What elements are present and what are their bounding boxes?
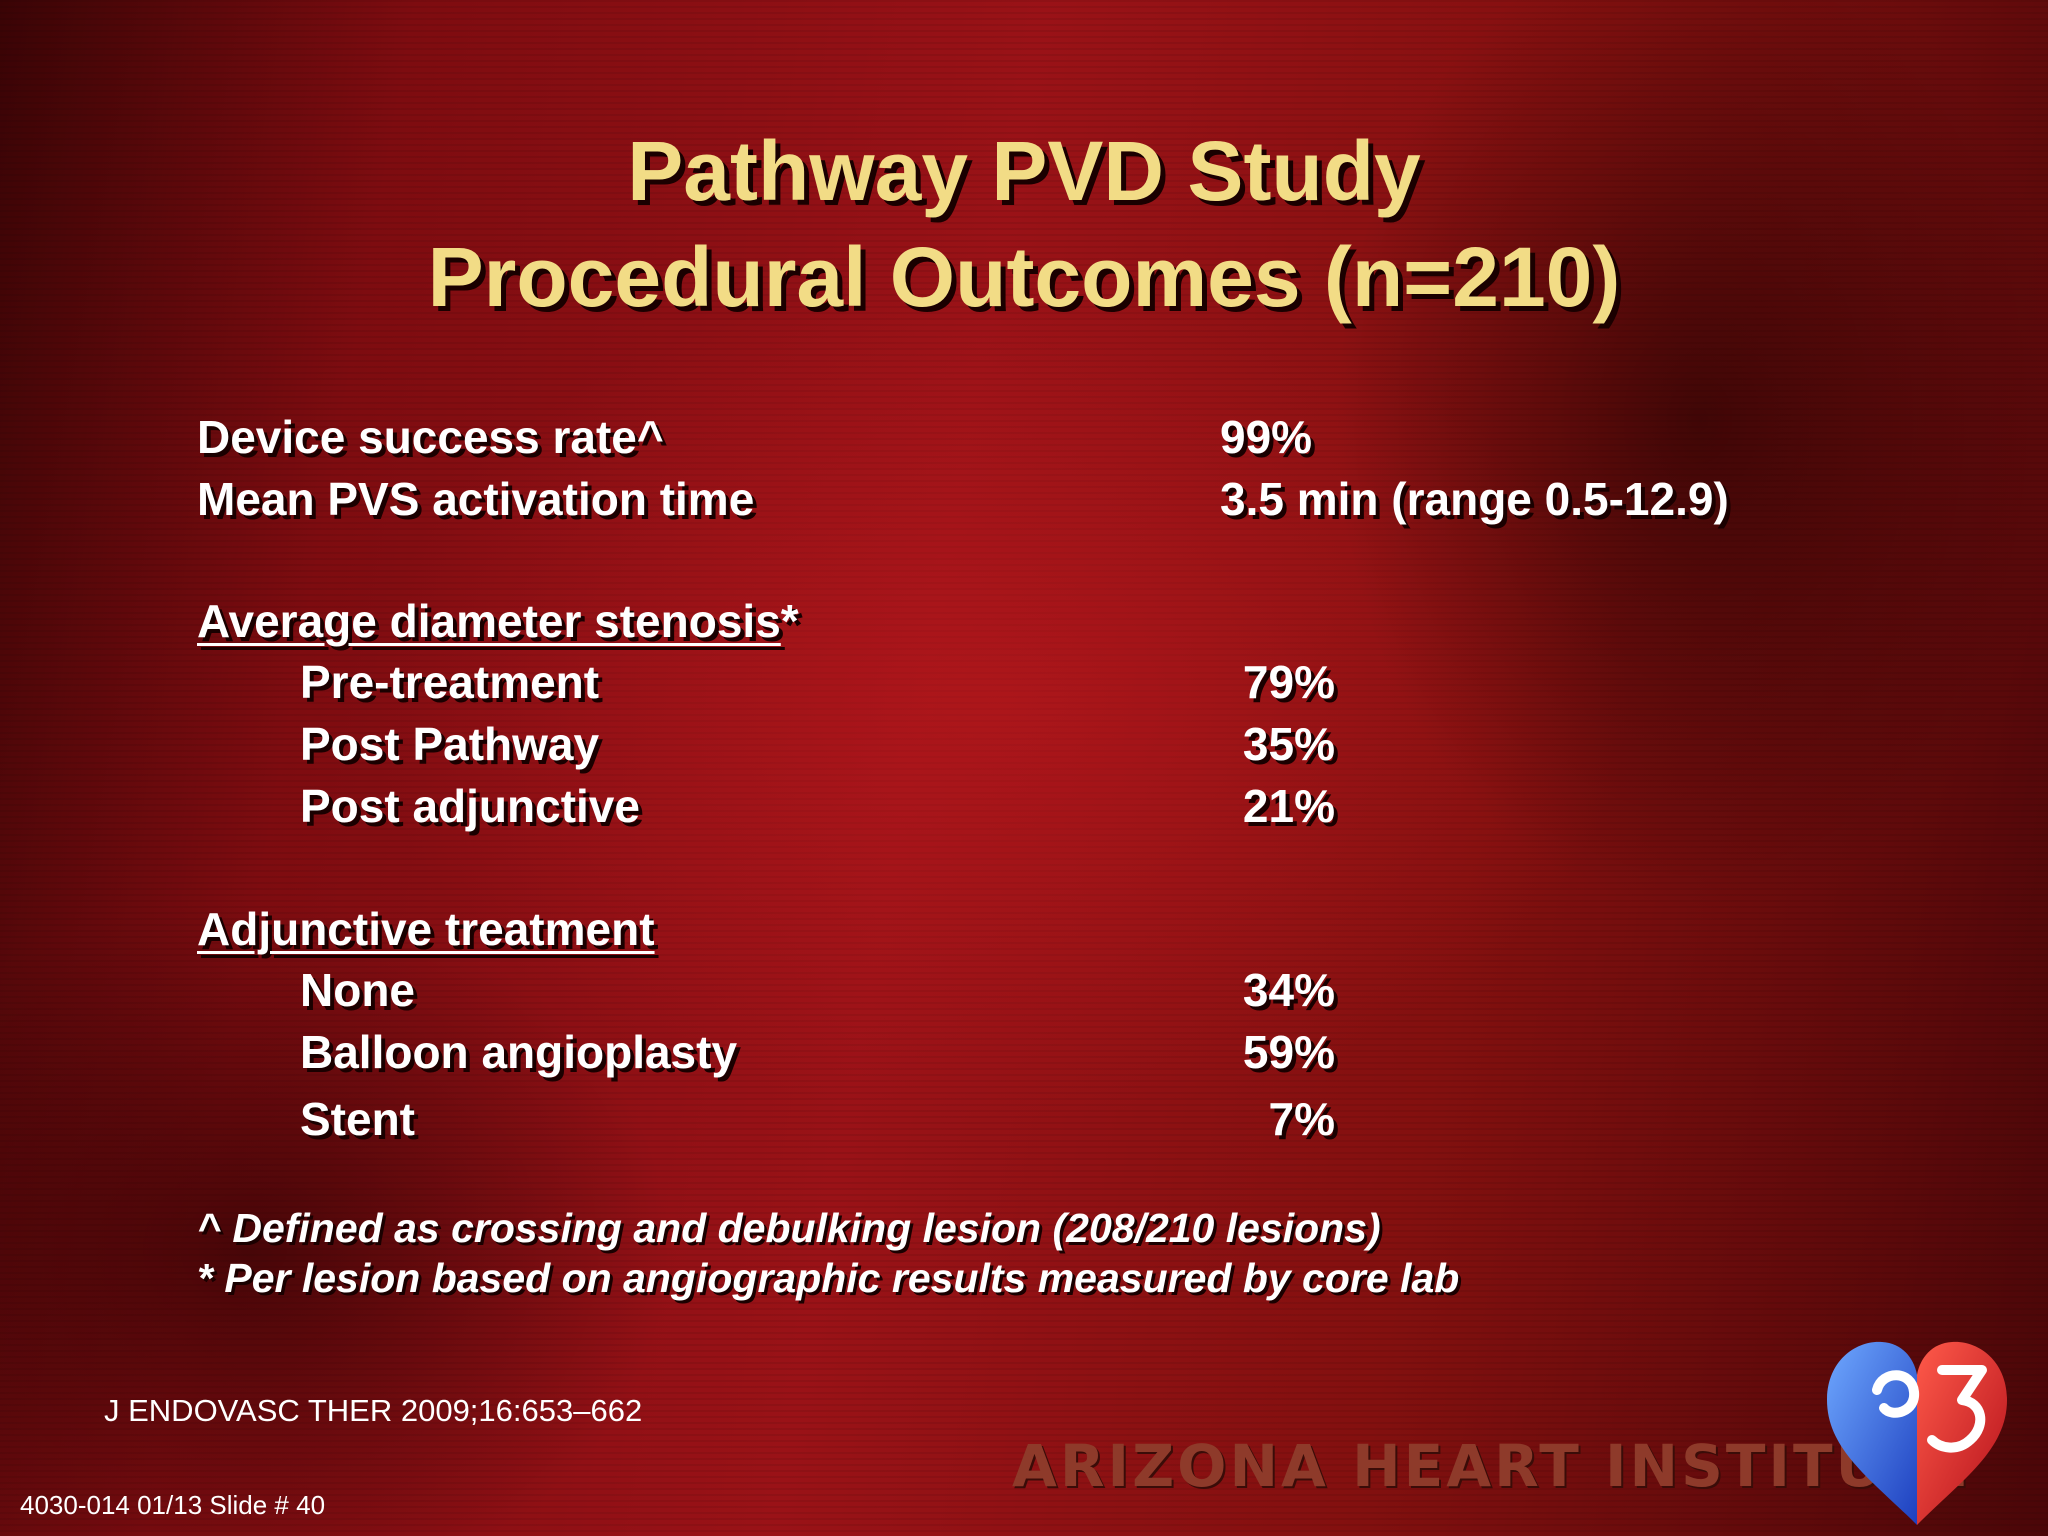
device-success-value: 99% [1220,411,1313,463]
stenosis-heading-text: Average diameter stenosis [197,595,781,647]
pre-treatment-label: Pre-treatment [300,656,600,708]
citation: J ENDOVASC THER 2009;16:653–662 [104,1393,643,1428]
footnote-asterisk: * Per lesion based on angiographic resul… [197,1255,1460,1301]
stenosis-heading: Average diameter stenosis* [197,594,799,648]
slide-number: 4030-014 01/13 Slide # 40 [20,1490,326,1520]
slide-title-line2: Procedural Outcomes (n=210) [427,230,1621,324]
slide-title: Pathway PVD Study Procedural Outcomes (n… [0,118,2048,330]
balloon-angioplasty-value: 59% [1242,1026,1335,1078]
stent-label: Stent [300,1093,415,1145]
post-adjunctive-value: 21% [1242,780,1335,832]
none-label: None [300,964,415,1016]
post-adjunctive-label: Post adjunctive [300,780,640,832]
footnote-caret: ^ Defined as crossing and debulking lesi… [197,1205,1381,1251]
none-value: 34% [1242,964,1335,1016]
device-success-label: Device success rate^ [197,411,664,463]
balloon-angioplasty-label: Balloon angioplasty [300,1026,738,1078]
heart-logo-icon [1827,1341,2007,1525]
stenosis-heading-suffix: * [780,595,799,647]
adjunctive-heading-text: Adjunctive treatment [197,903,655,955]
post-pathway-label: Post Pathway [300,718,600,770]
slide-title-line1: Pathway PVD Study [627,124,1421,218]
pre-treatment-value: 79% [1242,656,1335,708]
activation-time-value: 3.5 min (range 0.5-12.9) [1220,473,1729,525]
activation-time-label: Mean PVS activation time [197,473,755,525]
brand-name: ARIZONA HEART INSTITUTE [1012,1432,1971,1500]
adjunctive-heading: Adjunctive treatment [197,902,655,956]
stent-value: 7% [1268,1093,1335,1145]
post-pathway-value: 35% [1242,718,1335,770]
